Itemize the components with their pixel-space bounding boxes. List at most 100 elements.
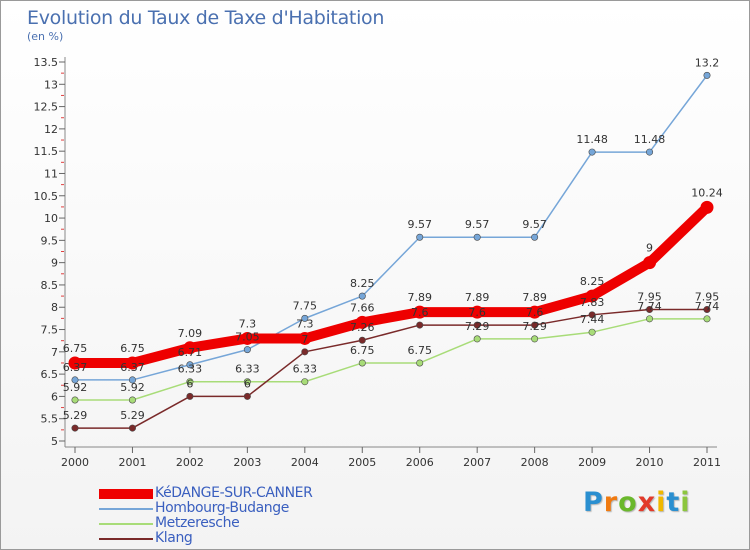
- data-point: [358, 292, 366, 300]
- data-point: [473, 233, 481, 241]
- data-point: [128, 376, 136, 384]
- data-point: [700, 200, 714, 214]
- logo-letter: o: [618, 487, 638, 518]
- legend: KéDANGE-SUR-CANNER Hombourg-Budange Metz…: [99, 485, 399, 547]
- y-tick-label: 8.5: [41, 279, 59, 292]
- data-label: 7.05: [235, 331, 260, 344]
- y-tick-label: 7.5: [41, 324, 59, 337]
- x-tick-label: 2000: [61, 456, 89, 469]
- data-point: [71, 424, 79, 432]
- data-label: 7.66: [350, 301, 375, 314]
- x-tick-label: 2007: [463, 456, 491, 469]
- proxiti-logo: Proxiti: [583, 487, 691, 518]
- data-label: 6: [244, 377, 251, 390]
- data-point: [646, 148, 654, 156]
- data-label: 8.25: [350, 277, 375, 290]
- data-point: [186, 392, 194, 400]
- y-tick-label: 9: [51, 257, 58, 270]
- data-label: 7.29: [522, 320, 547, 333]
- legend-swatch: [99, 489, 153, 499]
- chart-title: Evolution du Taux de Taxe d'Habitation: [27, 7, 385, 29]
- data-label: 7.29: [465, 320, 490, 333]
- data-label: 7.89: [522, 291, 547, 304]
- data-label: 9.57: [465, 218, 490, 231]
- data-point: [243, 346, 251, 354]
- data-point: [646, 305, 654, 313]
- data-point: [528, 305, 542, 319]
- legend-item: KéDANGE-SUR-CANNER: [99, 485, 399, 502]
- series-2: [71, 315, 711, 404]
- data-label: 7.83: [580, 296, 605, 309]
- data-label: 7.44: [580, 313, 605, 326]
- data-label: 5.29: [63, 409, 88, 422]
- data-point: [243, 392, 251, 400]
- data-point: [531, 233, 539, 241]
- logo-letter: P: [583, 487, 604, 518]
- data-point: [470, 305, 484, 319]
- x-tick-label: 2001: [118, 456, 146, 469]
- data-point: [531, 321, 539, 329]
- x-tick-label: 2004: [291, 456, 319, 469]
- legend-swatch: [99, 523, 153, 525]
- y-tick-label: 9.5: [41, 234, 59, 247]
- x-tick-label: 2010: [636, 456, 664, 469]
- data-label: 6.37: [63, 361, 88, 374]
- x-tick-label: 2003: [233, 456, 261, 469]
- data-label: 5.92: [120, 381, 145, 394]
- data-point: [646, 315, 654, 323]
- x-tick-label: 2002: [176, 456, 204, 469]
- y-tick-label: 10: [44, 212, 58, 225]
- x-tick-label: 2011: [693, 456, 721, 469]
- legend-item: Hombourg-Budange: [99, 500, 399, 517]
- x-tick-label: 2006: [406, 456, 434, 469]
- y-tick-label: 11.5: [34, 145, 59, 158]
- data-point: [68, 356, 82, 370]
- data-label: 6.75: [350, 344, 375, 357]
- logo-letter: t: [666, 487, 681, 518]
- data-point: [358, 336, 366, 344]
- data-label: 7.6: [411, 306, 429, 319]
- data-point: [413, 305, 427, 319]
- y-tick-label: 11: [44, 167, 58, 180]
- data-point: [643, 256, 657, 270]
- data-label: 13.2: [695, 56, 720, 69]
- y-tick-label: 5: [51, 435, 58, 448]
- data-point: [416, 321, 424, 329]
- data-point: [298, 331, 312, 345]
- data-point: [703, 315, 711, 323]
- series-1: [71, 71, 711, 384]
- data-label: 6: [186, 377, 193, 390]
- y-tick-label: 12: [44, 123, 58, 136]
- data-point: [243, 378, 251, 386]
- data-label: 8.25: [580, 275, 605, 288]
- data-label: 7.95: [637, 290, 662, 303]
- y-tick-label: 13.5: [34, 56, 59, 69]
- series-3: [71, 305, 711, 432]
- y-tick-label: 5.5: [41, 413, 59, 426]
- y-tick-label: 12.5: [34, 101, 59, 114]
- data-point: [355, 315, 369, 329]
- legend-swatch: [99, 538, 153, 540]
- y-tick-label: 10.5: [34, 190, 59, 203]
- x-tick-label: 2009: [578, 456, 606, 469]
- y-tick-label: 13: [44, 78, 58, 91]
- data-label: 7.95: [695, 290, 720, 303]
- data-label: 11.48: [634, 133, 666, 146]
- data-point: [128, 396, 136, 404]
- logo-letter: r: [603, 487, 619, 518]
- data-point: [703, 305, 711, 313]
- data-label: 9.57: [407, 218, 432, 231]
- data-label: 6.33: [235, 363, 260, 376]
- data-label: 7.74: [637, 300, 662, 313]
- legend-item: Klang: [99, 530, 399, 547]
- data-point: [128, 424, 136, 432]
- data-label: 6.37: [120, 361, 145, 374]
- data-point: [585, 289, 599, 303]
- legend-label: KéDANGE-SUR-CANNER: [155, 485, 313, 501]
- data-label: 6.75: [63, 342, 88, 355]
- series-0: [68, 200, 714, 370]
- data-label: 7.89: [407, 291, 432, 304]
- y-tick-label: 8: [51, 301, 58, 314]
